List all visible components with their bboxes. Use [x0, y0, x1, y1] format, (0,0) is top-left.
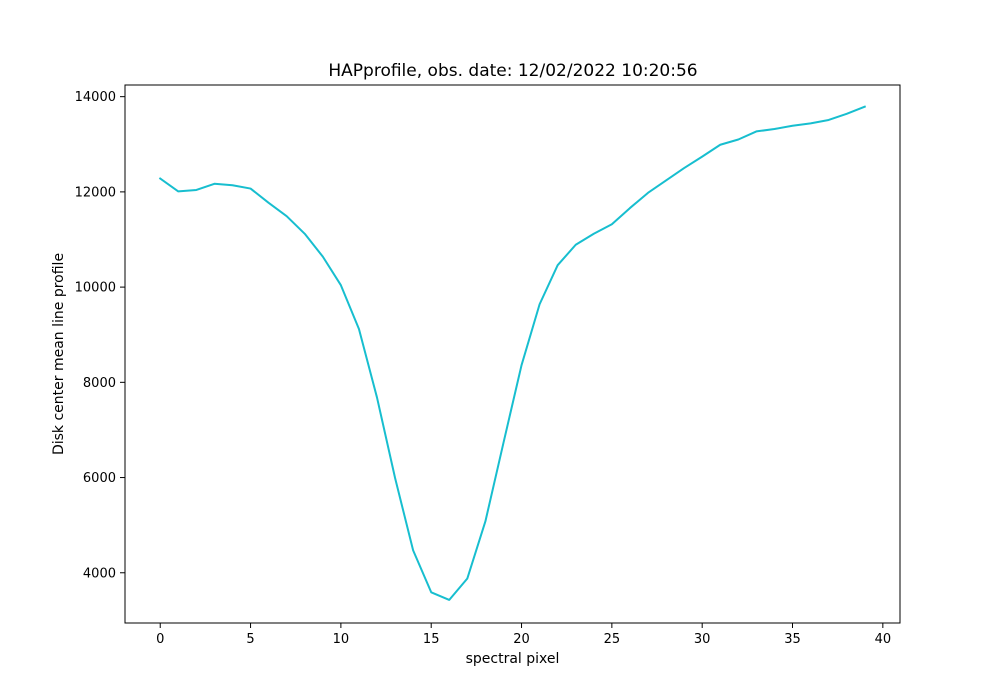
x-tick-label: 25	[604, 632, 621, 647]
y-tick-label: 14000	[75, 90, 116, 105]
y-tick-label: 4000	[83, 566, 116, 581]
chart-title: HAPprofile, obs. date: 12/02/2022 10:20:…	[328, 61, 697, 81]
x-tick-label: 0	[156, 632, 164, 647]
x-tick-label: 40	[875, 632, 892, 647]
y-axis-label: Disk center mean line profile	[51, 253, 67, 455]
x-tick-label: 15	[423, 632, 440, 647]
x-tick-label: 10	[333, 632, 350, 647]
x-tick-label: 5	[246, 632, 254, 647]
x-tick-label: 30	[694, 632, 711, 647]
axes-frame	[124, 84, 901, 624]
series-line	[158, 105, 867, 601]
plot-area: 0 5 10 15 20 25 30 35 40 4000 6000 8000 10000 12000 14…	[75, 90, 891, 647]
y-tick-label: 10000	[75, 281, 116, 296]
y-tick-label: 8000	[83, 376, 116, 391]
y-tick-label: 12000	[75, 185, 116, 200]
x-axis-label: spectral pixel	[466, 651, 560, 667]
y-tick-label: 6000	[83, 471, 116, 486]
x-tick-label: 35	[784, 632, 801, 647]
x-tick-label: 20	[513, 632, 530, 647]
